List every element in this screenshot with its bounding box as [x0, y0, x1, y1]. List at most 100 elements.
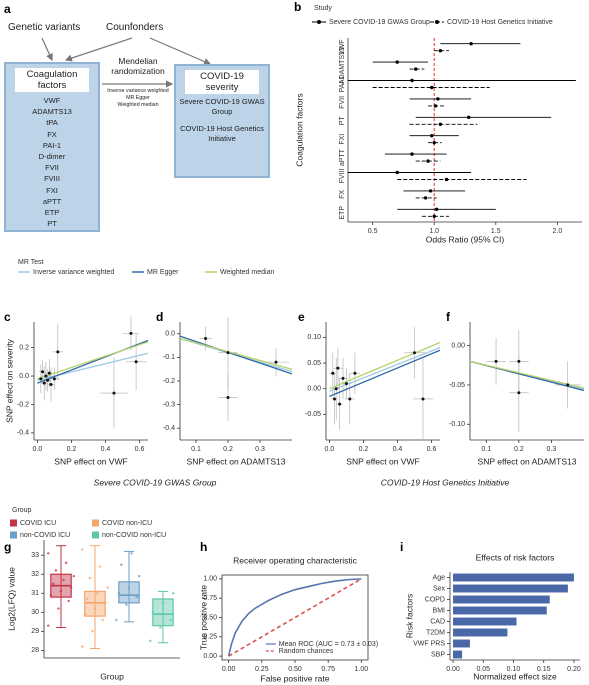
- estimate: [469, 42, 473, 46]
- legend-swatch: [10, 519, 17, 527]
- point: [106, 586, 109, 589]
- point: [46, 378, 50, 382]
- legend-swatch: [10, 531, 17, 539]
- point: [172, 592, 175, 595]
- y-tick-label: FVIII: [339, 169, 346, 184]
- estimate: [432, 141, 436, 145]
- x-axis-label: SNP effect on VWF: [54, 456, 127, 466]
- fit-line: [179, 337, 293, 370]
- point: [412, 351, 416, 355]
- legend-label: non-COVID non-ICU: [102, 532, 166, 539]
- point: [204, 337, 208, 341]
- caption: COVID-19 Host Genetics Initiative: [381, 477, 510, 487]
- bar: [453, 650, 463, 659]
- point: [344, 382, 348, 386]
- estimate: [430, 134, 434, 138]
- bar: [453, 573, 574, 582]
- y-tick-label: PAI-1: [339, 75, 346, 92]
- fit-line: [179, 335, 293, 375]
- y-tick-label: 28: [31, 647, 39, 654]
- point: [135, 595, 138, 599]
- point: [149, 639, 152, 643]
- exposure-list: VWF ADAMTS13 tPA FX PAI-1 D-dimer FVII FVIII FXI…: [6, 95, 98, 229]
- x-tick-label: 0.2: [359, 446, 369, 453]
- line: [227, 578, 362, 657]
- y-tick-label: 0.25: [203, 634, 217, 641]
- legend-label: COVID-19 Host Genetics Initiative: [447, 19, 553, 26]
- y-tick-label: T2DM: [426, 629, 445, 636]
- point: [83, 613, 87, 616]
- point: [169, 618, 172, 622]
- point: [341, 376, 345, 380]
- bar: [453, 628, 508, 637]
- y-tick-label: 33: [31, 552, 39, 559]
- point: [130, 552, 133, 555]
- x-tick-label: 0.0: [33, 446, 43, 453]
- arrow: [41, 37, 53, 62]
- point: [52, 377, 56, 381]
- point: [159, 626, 162, 629]
- point: [331, 371, 335, 375]
- point: [47, 552, 50, 555]
- estimate: [426, 159, 430, 163]
- x-axis-label: Odds Ratio (95% CI): [426, 234, 505, 244]
- point: [336, 366, 340, 370]
- y-tick-label: 29: [31, 628, 39, 635]
- panel-label: e: [298, 310, 305, 324]
- bar: [453, 606, 547, 615]
- point: [70, 586, 73, 589]
- point: [81, 548, 84, 551]
- y-axis-label: True positive rate: [198, 585, 208, 651]
- x-axis-label: SNP effect on VWF: [346, 456, 419, 466]
- estimate: [428, 189, 433, 193]
- x-tick-label: 1.00: [355, 666, 369, 673]
- panel-label: b: [294, 0, 301, 14]
- panel-label: i: [400, 540, 403, 554]
- point: [54, 569, 58, 572]
- point: [93, 607, 97, 610]
- y-tick-label: -0.05: [449, 382, 465, 389]
- y-tick-label: VWF: [339, 39, 346, 55]
- x-tick-label: 0.25: [255, 666, 269, 673]
- point: [353, 371, 357, 375]
- x-tick-label: 1.5: [491, 228, 501, 235]
- y-tick-label: CAD: [430, 618, 445, 625]
- point: [64, 561, 68, 565]
- panel-label: c: [4, 310, 11, 324]
- method-title: Mendelian randomization: [111, 56, 165, 76]
- estimate: [432, 214, 436, 218]
- list-item: COVID-19 Host Genetics Initiative: [180, 124, 264, 143]
- y-tick-label: aPTT: [339, 148, 346, 166]
- point: [115, 618, 118, 622]
- x-tick-label: 0.1: [191, 446, 201, 453]
- point: [274, 360, 278, 364]
- x-tick-label: 0.00: [446, 666, 460, 673]
- y-tick-label: 31: [31, 590, 39, 597]
- point: [39, 377, 43, 381]
- point: [226, 396, 230, 400]
- y-tick-label: VWF PRS: [413, 640, 445, 647]
- x-tick-label: 0.2: [514, 446, 524, 453]
- legend-title: Group: [12, 507, 32, 514]
- y-axis-label: Log2(LFQ) value: [6, 567, 16, 631]
- y-tick-label: 0.05: [307, 360, 321, 367]
- y-axis-label: Coagulation factors: [294, 93, 304, 166]
- x-tick-label: 1.0: [429, 228, 439, 235]
- legend-label: MR Egger: [147, 269, 179, 276]
- point: [494, 359, 498, 363]
- legend-swatch: [92, 519, 99, 527]
- point: [517, 391, 521, 395]
- y-tick-label: 0.0: [165, 331, 175, 338]
- y-tick-label: -0.1: [163, 354, 175, 361]
- y-tick-label: -0.10: [449, 421, 465, 428]
- point: [98, 565, 102, 568]
- point: [161, 601, 165, 605]
- point: [42, 381, 46, 385]
- x-tick-label: 0.0: [325, 446, 335, 453]
- list-item: ETP: [44, 208, 60, 218]
- point: [47, 371, 51, 375]
- panel-label: f: [446, 310, 451, 324]
- x-axis-label: SNP effect on ADAMTS13: [478, 456, 577, 466]
- y-axis-label: Risk factors: [404, 594, 414, 638]
